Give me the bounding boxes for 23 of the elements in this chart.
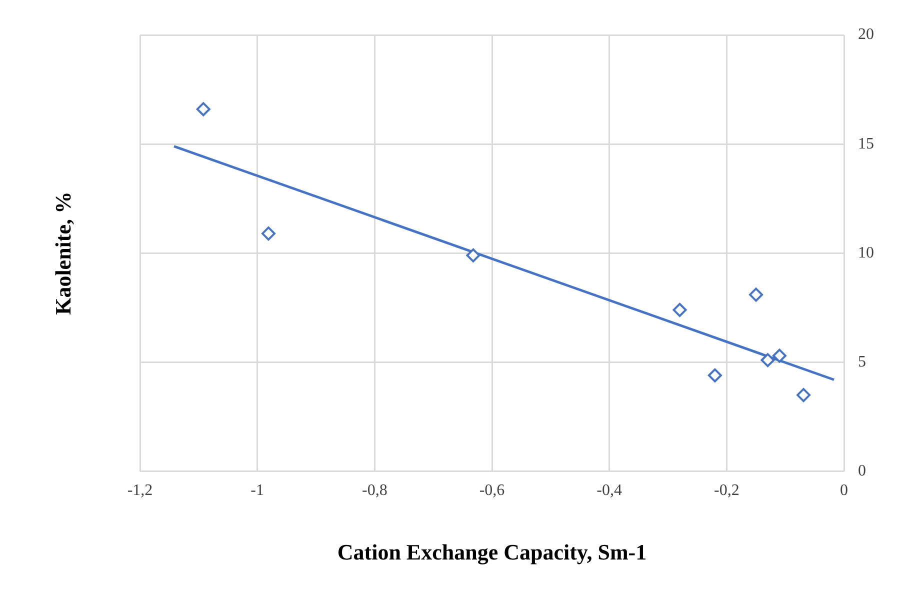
point [466,248,480,262]
x-tick-label: -0,2 [714,482,740,500]
x-axis-title: Cation Exchange Capacity, Sm-1 [337,539,647,564]
point [749,288,763,302]
x-tick-label: 0 [840,482,848,500]
point [708,368,722,382]
x-tick-label: -0,8 [362,482,388,500]
x-tick-label: -1,2 [127,482,153,500]
y-tick-label: 0 [858,462,866,480]
point [760,353,775,368]
y-tick-label: 5 [858,354,866,371]
x-tick-label: -1 [250,482,264,500]
y-tick-label: 10 [858,244,874,262]
point [196,102,210,116]
point [796,388,811,402]
point [672,302,687,317]
y-tick-label: 20 [858,26,874,44]
y-axis-title: Kaolenite, % [50,191,76,315]
x-tick-label: -0,4 [596,482,622,500]
point [261,226,276,241]
y-tick-label: 15 [858,135,874,152]
point [772,348,786,363]
x-tick-label: -0,6 [479,482,505,500]
